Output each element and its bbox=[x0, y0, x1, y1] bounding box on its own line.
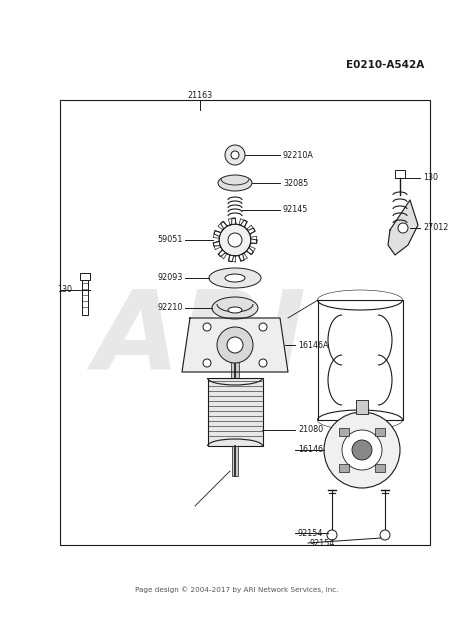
Ellipse shape bbox=[228, 307, 242, 313]
Bar bbox=[374, 464, 385, 472]
Text: 16146: 16146 bbox=[298, 446, 323, 454]
Text: 130: 130 bbox=[423, 173, 438, 183]
Text: 16146A: 16146A bbox=[298, 340, 328, 350]
Circle shape bbox=[225, 145, 245, 165]
Circle shape bbox=[259, 323, 267, 331]
Text: 27012: 27012 bbox=[423, 223, 448, 233]
Text: Page design © 2004-2017 by ARI Network Services, Inc.: Page design © 2004-2017 by ARI Network S… bbox=[135, 587, 339, 594]
Bar bbox=[318, 300, 403, 420]
Bar bbox=[82, 280, 88, 315]
Circle shape bbox=[217, 327, 253, 363]
Text: 21080: 21080 bbox=[298, 425, 323, 435]
Circle shape bbox=[398, 223, 408, 233]
Text: 92145: 92145 bbox=[283, 206, 309, 215]
Polygon shape bbox=[182, 318, 288, 372]
Circle shape bbox=[352, 440, 372, 460]
Bar bbox=[339, 464, 349, 472]
Ellipse shape bbox=[218, 175, 252, 191]
Bar bbox=[356, 400, 368, 414]
Circle shape bbox=[324, 412, 400, 488]
Circle shape bbox=[327, 530, 337, 540]
Text: 92093: 92093 bbox=[158, 274, 183, 282]
Text: 32085: 32085 bbox=[283, 178, 308, 188]
Circle shape bbox=[380, 530, 390, 540]
Bar bbox=[60, 100, 430, 545]
Text: E0210-A542A: E0210-A542A bbox=[346, 60, 424, 70]
Bar bbox=[374, 428, 385, 436]
Text: 21163: 21163 bbox=[187, 90, 212, 100]
Bar bbox=[232, 446, 238, 476]
Circle shape bbox=[228, 233, 242, 247]
Text: 92210A: 92210A bbox=[283, 150, 314, 160]
Circle shape bbox=[203, 359, 211, 367]
Bar bbox=[339, 428, 349, 436]
Text: 92154: 92154 bbox=[298, 529, 323, 537]
Circle shape bbox=[342, 430, 382, 470]
Polygon shape bbox=[388, 200, 418, 255]
Ellipse shape bbox=[209, 268, 261, 288]
Text: 92154: 92154 bbox=[310, 539, 336, 547]
Circle shape bbox=[231, 151, 239, 159]
Bar bbox=[208, 378, 263, 446]
Circle shape bbox=[219, 224, 251, 256]
Bar bbox=[80, 273, 90, 280]
Ellipse shape bbox=[225, 274, 245, 282]
Text: 59051: 59051 bbox=[158, 235, 183, 245]
Ellipse shape bbox=[212, 297, 258, 319]
Text: ARI: ARI bbox=[93, 287, 307, 394]
Bar bbox=[231, 358, 239, 378]
Circle shape bbox=[227, 337, 243, 353]
Text: 92210: 92210 bbox=[158, 303, 183, 313]
Circle shape bbox=[259, 359, 267, 367]
Text: 130: 130 bbox=[57, 285, 72, 295]
Circle shape bbox=[203, 323, 211, 331]
Bar bbox=[395, 170, 405, 178]
